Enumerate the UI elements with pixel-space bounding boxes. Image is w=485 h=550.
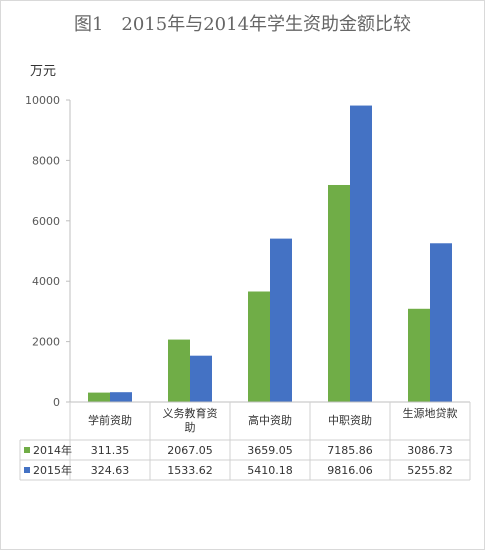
- legend-label: 2015年: [33, 463, 72, 477]
- category-label: 中职资助: [328, 413, 372, 427]
- category-label: 学前资助: [88, 413, 132, 427]
- bar-2015-3: [270, 238, 292, 402]
- data-table: 学前资助 义务教育资助 高中资助 中职资助 生源地贷款 2014年 311.35 2067.0…: [19, 401, 471, 481]
- bar-2015-1: [110, 392, 132, 402]
- legend-label: 2014年: [33, 443, 72, 457]
- bar-2014-5: [408, 308, 430, 402]
- y-tick-label: 6000: [32, 215, 60, 228]
- category-label: 高中资助: [248, 413, 292, 427]
- category-label: 生源地贷款: [403, 406, 458, 420]
- y-axis-unit-label: 万元: [30, 64, 57, 79]
- bars: [88, 105, 452, 402]
- y-tick-label: 4000: [32, 275, 60, 288]
- table-value-cell: 7185.86: [327, 444, 373, 457]
- bar-2014-3: [248, 291, 270, 402]
- bar-2014-1: [88, 392, 110, 402]
- table-value-cell: 9816.06: [327, 464, 373, 477]
- table-value-cell: 3086.73: [407, 444, 453, 457]
- bar-2015-2: [190, 355, 212, 402]
- table-value-cell: 2067.05: [167, 444, 213, 457]
- table-value-cell: 5410.18: [247, 464, 293, 477]
- table-value-cell: 1533.62: [167, 464, 213, 477]
- bar-2015-4: [350, 105, 372, 402]
- bar-2014-2: [168, 339, 190, 402]
- bar-2015-5: [430, 243, 452, 402]
- table-value-cell: 5255.82: [407, 464, 453, 477]
- legend-key-2014: [24, 447, 30, 453]
- y-tick-label: 2000: [32, 336, 60, 349]
- y-tick-label: 10000: [25, 94, 60, 107]
- axes: 0 2000 4000 6000 8000 10000: [25, 94, 71, 409]
- table-value-cell: 3659.05: [247, 444, 293, 457]
- table-value-cell: 311.35: [91, 444, 130, 457]
- y-tick-label: 0: [53, 396, 60, 409]
- chart-title: 图1 2015年与2014年学生资助金额比较: [73, 14, 412, 35]
- table-value-cell: 324.63: [91, 464, 130, 477]
- bar-2014-4: [328, 184, 350, 402]
- y-tick-label: 8000: [32, 154, 60, 167]
- legend-key-2015: [24, 467, 30, 473]
- category-label: 义务教育资助: [163, 406, 218, 434]
